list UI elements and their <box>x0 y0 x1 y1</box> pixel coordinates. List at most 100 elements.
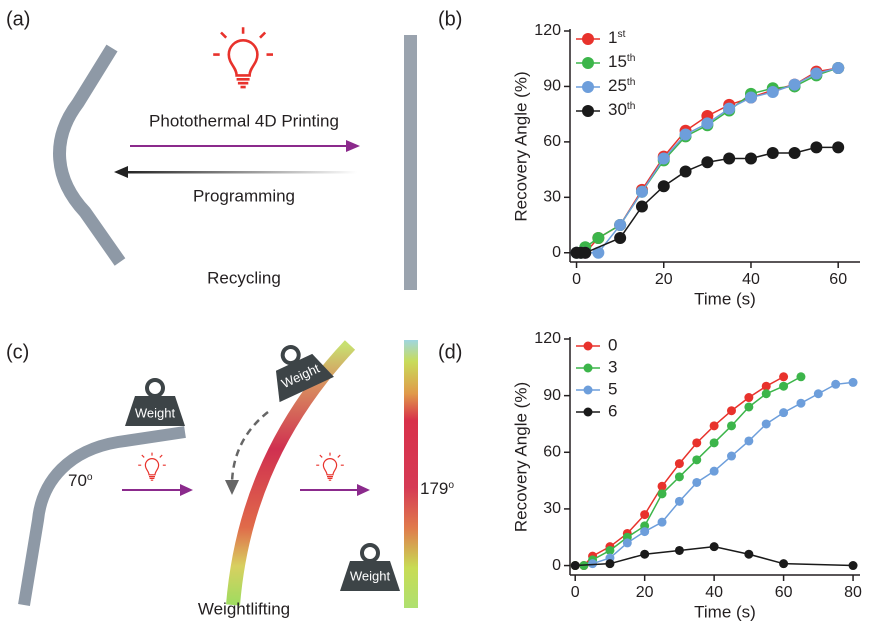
data-point <box>727 406 736 415</box>
y-tick-label: 30 <box>543 500 561 517</box>
data-point <box>701 156 713 168</box>
data-point <box>571 561 580 570</box>
data-point <box>810 68 822 80</box>
data-point <box>640 527 649 536</box>
y-tick-label: 120 <box>534 330 561 347</box>
data-point <box>710 542 719 551</box>
data-point <box>680 128 692 140</box>
data-point <box>814 389 823 398</box>
bent-strip <box>60 48 120 262</box>
data-point <box>710 438 719 447</box>
y-tick-label: 90 <box>543 78 561 95</box>
legend-marker <box>584 386 593 395</box>
panel-label: (c) <box>6 341 29 363</box>
panel-label: (d) <box>438 341 462 363</box>
arrow-head <box>357 484 370 496</box>
data-point <box>779 408 788 417</box>
legend-label: 30th <box>608 100 635 119</box>
data-point <box>832 62 844 74</box>
data-point <box>727 452 736 461</box>
weight-icon: Weight <box>260 335 334 402</box>
legend-marker <box>582 33 594 45</box>
legend-label: 0 <box>608 335 617 354</box>
data-point <box>779 382 788 391</box>
angle-label: 179o <box>420 479 454 498</box>
data-point <box>640 510 649 519</box>
bulb-icon <box>316 453 344 481</box>
process-label: Programming <box>193 186 295 205</box>
figure: (a) (b) (c) (d) Photothermal 4D Printing… <box>0 0 874 628</box>
data-point <box>658 489 667 498</box>
angle-label: 70o <box>68 471 93 490</box>
data-point <box>675 472 684 481</box>
data-point <box>762 419 771 428</box>
arrow-head <box>225 480 239 495</box>
x-tick-label: 40 <box>742 271 760 288</box>
data-point <box>658 518 667 527</box>
data-point <box>789 147 801 159</box>
y-tick-label: 0 <box>552 557 561 574</box>
legend-marker <box>582 57 594 69</box>
data-point <box>579 247 591 259</box>
data-point <box>692 455 701 464</box>
data-point <box>640 550 649 559</box>
data-point <box>723 153 735 165</box>
bulb-icon <box>213 27 273 87</box>
data-point <box>623 538 632 547</box>
data-point <box>614 232 626 244</box>
y-tick-label: 30 <box>543 189 561 206</box>
straight-strip <box>404 35 417 290</box>
straight-strip <box>404 340 418 608</box>
data-point <box>796 399 805 408</box>
x-tick-label: 0 <box>572 271 581 288</box>
legend-label: 6 <box>608 401 617 420</box>
data-point <box>592 232 604 244</box>
data-point <box>779 372 788 381</box>
data-point <box>849 378 858 387</box>
arrow <box>125 171 357 174</box>
x-tick-label: 60 <box>829 271 847 288</box>
x-tick-label: 20 <box>655 271 673 288</box>
y-tick-label: 120 <box>534 22 561 39</box>
weight-label: Weight <box>135 405 176 420</box>
process-label: Recycling <box>207 268 281 287</box>
data-point <box>680 165 692 177</box>
data-point <box>745 92 757 104</box>
legend-label: 3 <box>608 357 617 376</box>
data-point <box>779 559 788 568</box>
data-point <box>701 117 713 129</box>
data-point <box>675 497 684 506</box>
y-axis-label: Recovery Angle (%) <box>511 71 530 221</box>
data-point <box>605 559 614 568</box>
data-point <box>723 103 735 115</box>
data-point <box>767 86 779 98</box>
data-point <box>658 153 670 165</box>
legend-label: 15th <box>608 52 635 71</box>
data-point <box>762 389 771 398</box>
data-point <box>744 550 753 559</box>
data-point <box>636 186 648 198</box>
data-point <box>810 141 822 153</box>
y-tick-label: 0 <box>552 244 561 261</box>
arrow-head <box>180 484 193 496</box>
process-label: Photothermal 4D Printing <box>149 111 339 130</box>
legend-marker <box>584 408 593 417</box>
data-point <box>789 79 801 91</box>
bulb-icon <box>138 453 166 481</box>
data-point <box>675 459 684 468</box>
data-point <box>745 153 757 165</box>
panel-label: (b) <box>438 8 462 30</box>
data-point <box>849 561 858 570</box>
data-point <box>744 436 753 445</box>
data-point <box>636 201 648 213</box>
legend-marker <box>582 81 594 93</box>
x-tick-label: 40 <box>705 584 723 601</box>
data-point <box>744 393 753 402</box>
legend-marker <box>582 105 594 117</box>
data-point <box>744 402 753 411</box>
x-tick-label: 20 <box>636 584 654 601</box>
weight-label: Weight <box>350 568 391 583</box>
data-point <box>692 478 701 487</box>
bent-strip <box>24 432 185 605</box>
